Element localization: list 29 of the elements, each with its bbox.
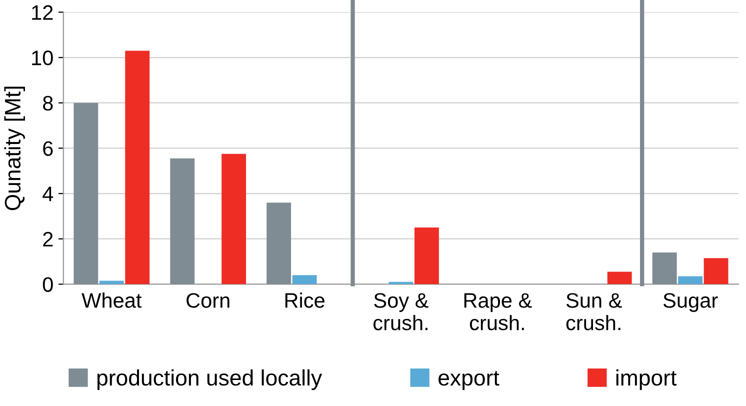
legend-label: import [616,369,676,390]
y-tick-label: 10 [32,50,53,66]
bar [652,252,677,284]
x-tick-label: Rice [285,292,324,308]
bar [607,272,632,284]
y-tick-label: 0 [42,277,53,292]
bar [170,158,195,284]
bar [292,275,317,284]
bar [266,202,292,284]
y-axis-title: Qunatity [Mt] [4,86,25,210]
bar [704,258,728,284]
y-tick-label: 6 [43,141,53,156]
bar [125,50,150,284]
x-tick-label: Rape & crush. [464,293,532,330]
x-tick-label: Corn [186,293,230,308]
x-tick-label: Sun & crush. [566,293,622,330]
y-tick-label: 8 [43,96,53,111]
y-tick-label: 12 [32,5,53,20]
y-tick-label: 2 [43,232,53,246]
bar [678,276,703,284]
legend-label: export [438,371,500,390]
bar [222,154,246,284]
bar [74,102,98,284]
y-tick-label: 4 [42,186,54,202]
legend-label: production used locally [97,369,322,390]
x-tick-label: Soy & crush. [373,293,428,330]
x-tick-label: Wheat [82,292,142,308]
x-tick-label: Sugar [663,293,718,312]
bar [414,228,439,284]
